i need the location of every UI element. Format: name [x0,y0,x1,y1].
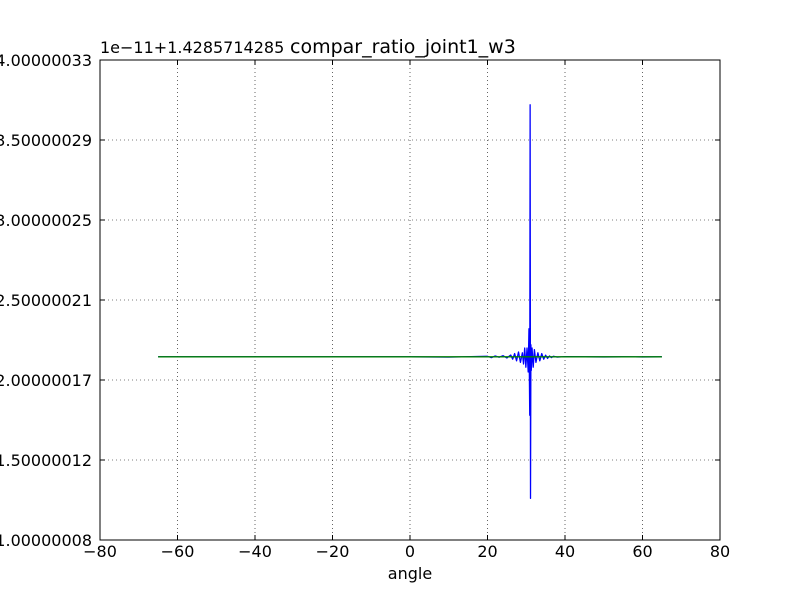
x-tick-label: −80 [83,542,117,561]
ticks: −80 −60 −40 −20 0 20 40 60 80 1.00000008 1.5000001… [0,51,730,561]
x-tick-label: 0 [405,542,415,561]
y-tick-label: 2.00000017 [0,371,92,390]
x-tick-label: −20 [316,542,350,561]
chart-title: compar_ratio_joint1_w3 [290,36,516,58]
y-tick-label: 1.00000008 [0,531,92,550]
y-tick-label: 4.00000033 [0,51,92,70]
x-tick-label: 40 [555,542,575,561]
y-tick-label: 2.50000021 [0,291,92,310]
x-axis-label: angle [388,564,432,583]
series-layer [158,104,662,500]
x-tick-label: −60 [161,542,195,561]
series-line-1 [158,104,662,500]
x-tick-label: 20 [477,542,497,561]
grid [99,59,721,541]
x-tick-label: −40 [238,542,272,561]
x-tick-label: 80 [710,542,730,561]
y-tick-label: 3.50000029 [0,131,92,150]
axis-offset-label: 1e−11+1.4285714285 [100,38,284,57]
y-tick-label: 3.00000025 [0,211,92,230]
x-tick-label: 60 [632,542,652,561]
y-tick-label: 1.50000012 [0,451,92,470]
